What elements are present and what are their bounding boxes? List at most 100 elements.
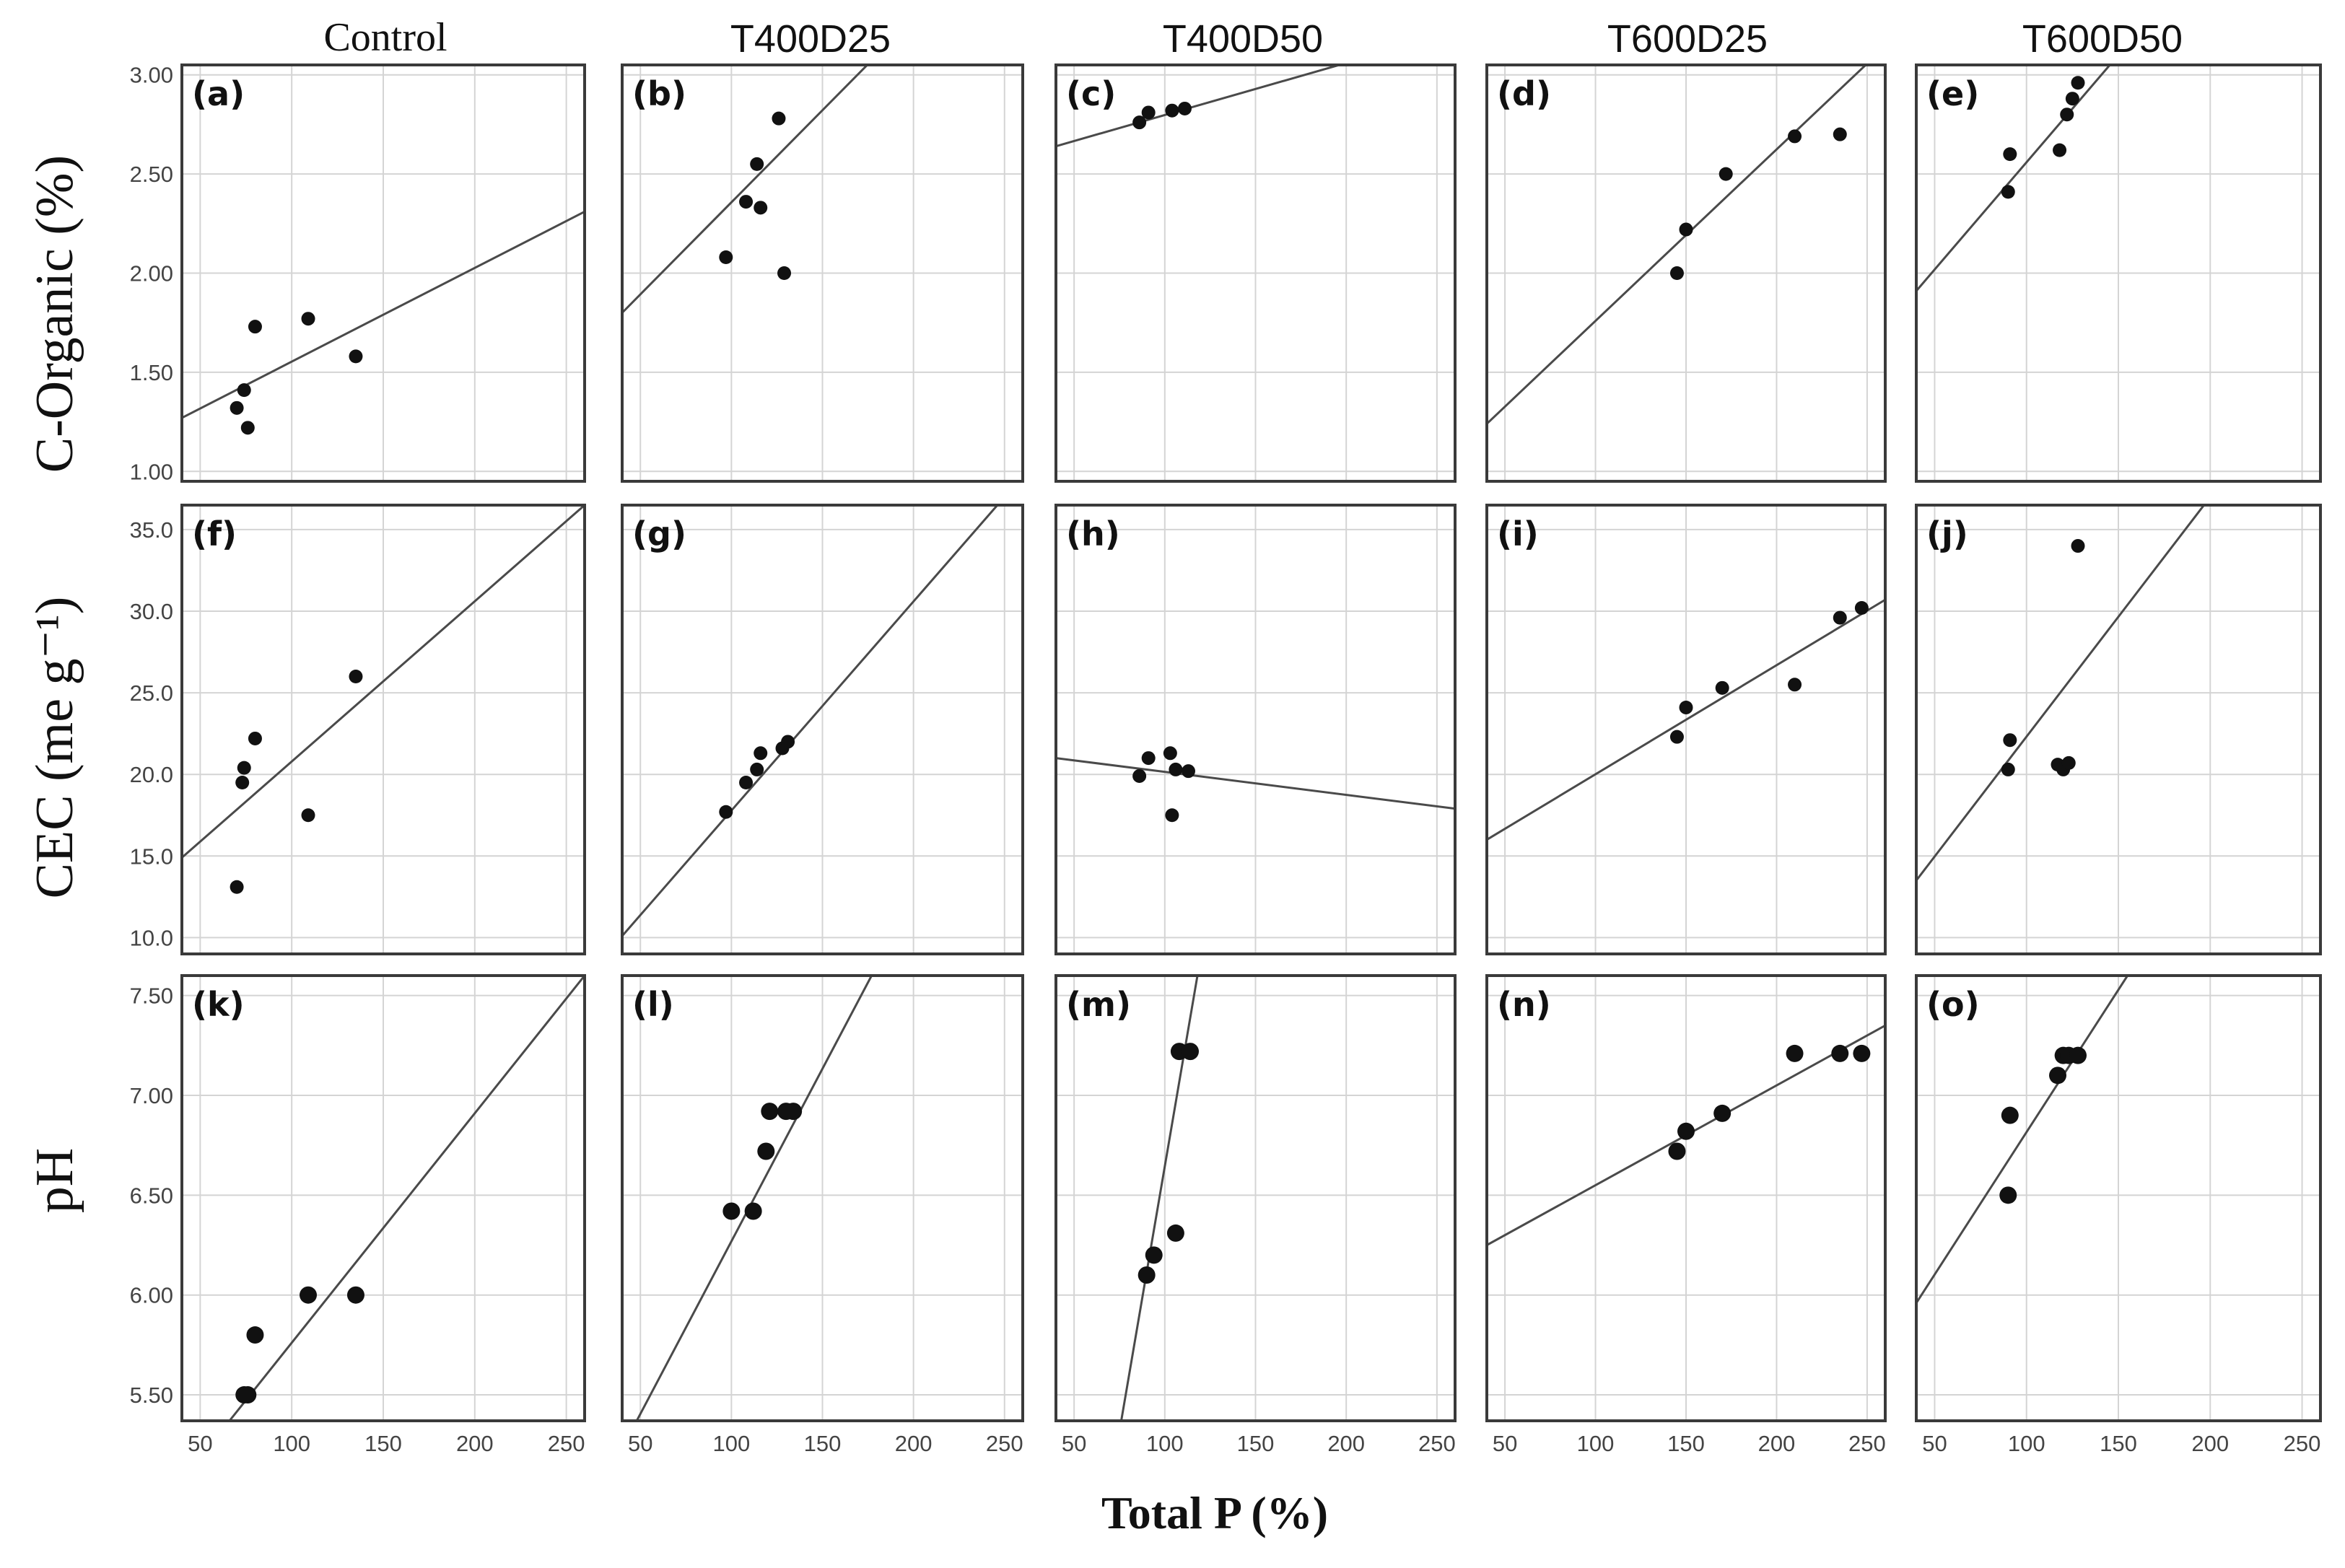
panel-frame [1485,63,1887,483]
gridlines [1487,505,1885,954]
panel-h: (h) [1054,504,1457,955]
data-point [1169,762,1183,776]
data-point [246,1326,264,1344]
fit-line [1056,757,1455,810]
y-tick-label: 7.00 [130,1083,173,1108]
panel-j: (j) [1915,504,2322,955]
panel-label: (j) [1926,514,1968,553]
data-point [1788,678,1802,692]
data-point [1145,1246,1163,1264]
data-point [1141,751,1156,766]
x-tick-label: 150 [2100,1431,2137,1456]
panel-frame [180,974,586,1422]
x-tick-label: 100 [712,1431,750,1456]
gridlines [1916,65,2320,481]
fit-line [635,976,873,1421]
data-point [2049,1066,2066,1085]
panel-label: (m) [1066,985,1131,1024]
panel-frame [621,63,1024,483]
data-point [2001,1106,2019,1124]
data-point [1786,1044,1804,1062]
y-tick-label: 6.00 [130,1283,173,1308]
data-point [248,320,262,334]
y-tick-label: 7.50 [130,984,173,1009]
x-tick-label: 100 [1577,1431,1615,1456]
y-tick-label: 30.0 [130,599,173,624]
gridlines [622,976,1023,1421]
gridlines [1487,976,1885,1421]
x-tick-label: 250 [986,1431,1023,1456]
y-tick-label: 5.50 [130,1383,173,1408]
data-point [301,312,315,326]
panel-m: (m) 50 100 150 200 250 [1054,974,1457,1456]
y-tick-label: 3.00 [130,63,173,88]
data-point [1668,1142,1686,1160]
panel-frame [1485,974,1887,1422]
x-tick-label: 50 [1922,1431,1947,1456]
col-title-t400d50: T400D50 [1163,17,1323,61]
panel-frame [1915,63,2322,483]
data-point [1719,167,1733,181]
data-point [2001,762,2015,776]
panel-a: (a) 1.00 1.50 2.00 2.50 3.00 [130,63,586,484]
x-tick-label: 250 [1848,1431,1886,1456]
data-point [2061,755,2076,770]
data-point [722,1202,741,1220]
y-tick-label: 1.50 [130,360,173,385]
fit-line [1487,598,1885,841]
row-labels: C-Organic (%) CEC (me g⁻¹) pH [25,155,84,1213]
panels: (a) 1.00 1.50 2.00 2.50 3.00 (b) (c) (d) (e) (f) 10… [130,63,2322,1456]
data-point [1177,101,1192,115]
data-point [744,1202,762,1220]
x-tick-label: 200 [895,1431,933,1456]
data-point [1132,115,1147,130]
y-tick-label: 25.0 [130,680,173,706]
x-tick-label: 50 [1062,1431,1086,1456]
data-point [301,808,315,823]
gridlines [182,976,585,1421]
data-point [761,1103,779,1121]
data-point [2069,1046,2087,1064]
data-point [1831,1044,1849,1062]
x-tick-label: 50 [188,1431,212,1456]
data-point [349,669,363,683]
gridlines [1487,65,1885,481]
fit-line [1916,976,2128,1304]
x-tick-label: 50 [628,1431,652,1456]
panel-frame [180,63,586,483]
data-point [754,746,768,761]
panel-label: (n) [1497,985,1551,1024]
data-point [237,761,251,775]
data-point [300,1286,318,1304]
data-point [1137,1266,1156,1284]
data-point [230,880,244,894]
panel-label: (b) [632,74,686,113]
y-tick-label: 1.00 [130,459,173,484]
panel-frame [621,504,1024,955]
panel-k: (k) 5.50 6.00 6.50 7.00 7.50 50 100 150 200 250 [130,974,586,1456]
data-point [2071,76,2085,90]
gridlines [1056,976,1455,1421]
col-title-t400d25: T400D25 [730,17,891,61]
data-point [1165,808,1179,823]
gridlines [1056,505,1455,954]
data-point [2003,733,2017,748]
data-point [750,762,764,776]
panel-frame [1915,504,2322,955]
data-point [739,776,754,790]
fit-line [182,210,585,419]
data-point [1669,730,1684,744]
data-point [1677,1122,1695,1140]
gridlines [622,65,1023,481]
row-label-cec: CEC (me g⁻¹) [25,597,84,899]
fit-line [1120,976,1199,1421]
panel-frame [621,974,1024,1422]
row-label-ph: pH [25,1148,84,1213]
data-point [1679,700,1693,714]
data-point [2071,539,2085,553]
x-tick-label: 100 [2008,1431,2045,1456]
x-tick-label: 200 [1327,1431,1365,1456]
gridlines [1916,505,2320,954]
column-titles: Control T400D25 T400D50 T600D25 T600D50 [323,15,2183,61]
x-axis-label: Total P (%) [1101,1487,1328,1538]
